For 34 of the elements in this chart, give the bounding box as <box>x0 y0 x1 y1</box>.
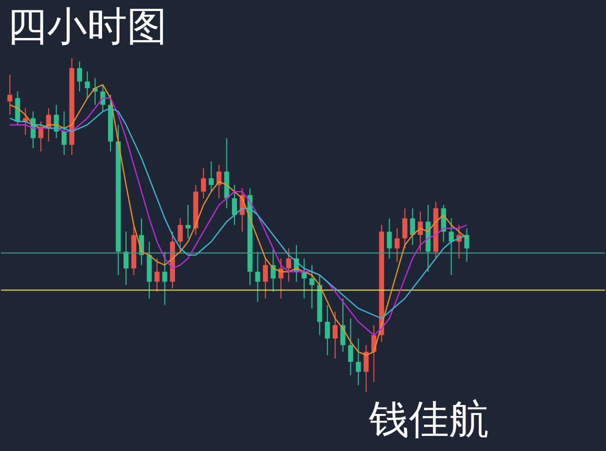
candlestick <box>448 218 454 276</box>
candlestick <box>286 248 292 282</box>
candlestick <box>418 211 423 252</box>
candlestick <box>232 184 237 226</box>
candlestick <box>124 231 129 286</box>
candlestick <box>62 111 67 156</box>
candlestick <box>348 318 354 376</box>
candlestick <box>332 311 338 360</box>
candlestick <box>7 74 12 116</box>
candlestick <box>77 60 82 92</box>
candlestick <box>22 108 28 136</box>
candlestick <box>386 218 392 259</box>
candlestick <box>84 70 90 99</box>
text: 钱佳航 <box>368 397 489 442</box>
candlestick <box>364 344 369 392</box>
candlestick <box>324 304 330 356</box>
candlestick <box>402 208 408 249</box>
candlestick <box>200 168 206 199</box>
candlestick <box>15 90 20 126</box>
candlestick <box>464 228 470 262</box>
chart-title: 四小时图 <box>7 4 167 49</box>
candlestick <box>255 251 260 302</box>
candlestick <box>208 161 214 192</box>
candlestick <box>185 204 190 239</box>
candlestick <box>262 258 268 299</box>
candlestick <box>309 264 314 309</box>
candlestick <box>394 228 400 262</box>
candlestick <box>410 208 416 246</box>
candlestick <box>162 251 168 306</box>
candlestick <box>356 338 361 386</box>
candlestick <box>100 84 106 112</box>
candlestick <box>154 258 160 292</box>
candlestick <box>38 121 44 152</box>
candlestick <box>178 218 183 252</box>
